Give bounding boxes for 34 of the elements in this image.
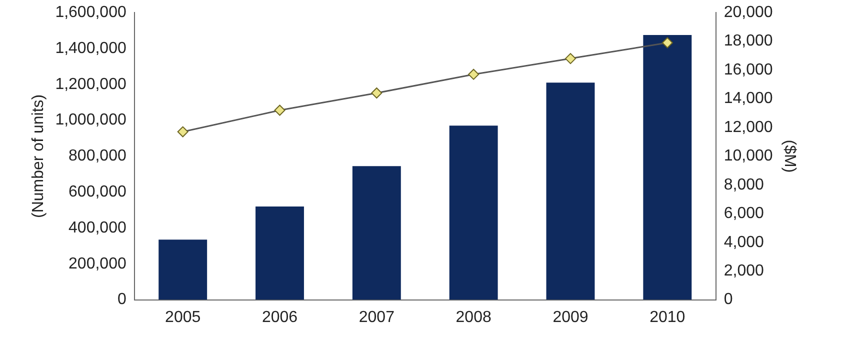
y2-tick-label: 20,000 bbox=[724, 4, 773, 22]
y-axis-title: (Number of units) bbox=[30, 94, 48, 218]
x-tick-label: 2010 bbox=[650, 308, 686, 326]
x-tick-label: 2009 bbox=[552, 308, 588, 326]
y2-tick-label: 4,000 bbox=[724, 234, 764, 251]
x-tick-label: 2008 bbox=[456, 308, 492, 326]
y-tick-label: 1,400,000 bbox=[55, 40, 126, 57]
y2-axis-title: ($M) bbox=[780, 140, 798, 173]
y2-tick-label: 14,000 bbox=[724, 90, 773, 108]
y2-tick-label: 6,000 bbox=[724, 205, 764, 222]
y-tick-label: 600,000 bbox=[68, 184, 126, 201]
x-tick-label: 2007 bbox=[358, 308, 395, 326]
y2-tick-label: 0 bbox=[724, 291, 733, 308]
x-tick-label: 2006 bbox=[262, 308, 298, 326]
bar bbox=[546, 82, 595, 300]
y-tick-label: 1,600,000 bbox=[55, 4, 126, 22]
y-tick-label: 200,000 bbox=[68, 255, 126, 272]
x-tick-label: 2005 bbox=[165, 308, 201, 326]
bar bbox=[158, 240, 208, 300]
bar bbox=[256, 206, 304, 300]
y-tick-label: 0 bbox=[117, 291, 126, 308]
y-tick-label: 1,200,000 bbox=[55, 76, 126, 93]
y2-tick-label: 16,000 bbox=[724, 61, 773, 78]
y2-tick-label: 18,000 bbox=[724, 32, 773, 50]
y2-tick-label: 10,000 bbox=[724, 148, 773, 165]
y2-tick-label: 8,000 bbox=[724, 176, 764, 194]
y-tick-label: 800,000 bbox=[68, 148, 126, 165]
y-tick-label: 1,000,000 bbox=[55, 112, 126, 129]
y-tick-label: 400,000 bbox=[68, 219, 126, 236]
y2-tick-label: 12,000 bbox=[724, 118, 773, 136]
bar bbox=[643, 35, 692, 300]
bar bbox=[352, 166, 401, 300]
bar bbox=[449, 126, 498, 300]
y2-tick-label: 2,000 bbox=[724, 262, 764, 280]
